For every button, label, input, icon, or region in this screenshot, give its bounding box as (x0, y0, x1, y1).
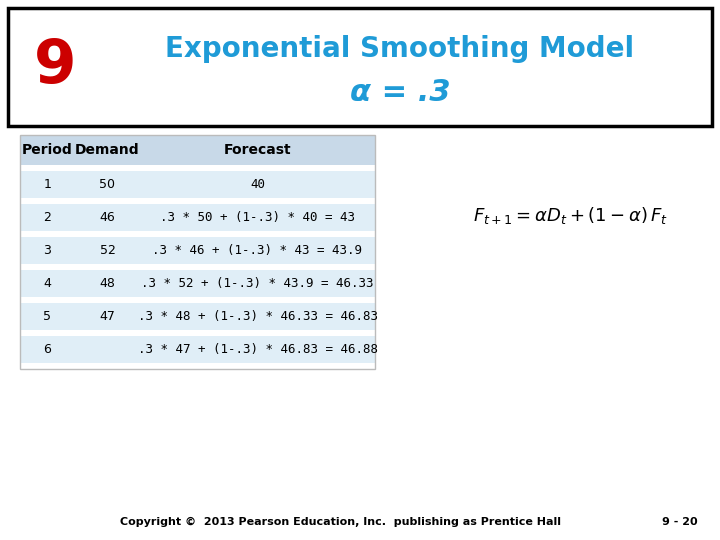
Text: Exponential Smoothing Model: Exponential Smoothing Model (166, 35, 634, 63)
Bar (20, 231, 375, 237)
Text: .3 * 47 + (1-.3) * 46.83 = 46.88: .3 * 47 + (1-.3) * 46.83 = 46.88 (138, 343, 377, 356)
Text: .3 * 50 + (1-.3) * 40 = 43: .3 * 50 + (1-.3) * 40 = 43 (160, 211, 355, 224)
Text: 9: 9 (34, 37, 76, 97)
Text: .3 * 46 + (1-.3) * 43 = 43.9: .3 * 46 + (1-.3) * 43 = 43.9 (153, 244, 362, 257)
Bar (20, 363, 375, 369)
Bar (20, 336, 375, 363)
Text: Demand: Demand (75, 143, 140, 157)
Text: Copyright ©  2013 Pearson Education, Inc.  publishing as Prentice Hall: Copyright © 2013 Pearson Education, Inc.… (120, 517, 560, 527)
Text: 50: 50 (99, 178, 115, 191)
Bar (20, 264, 375, 270)
Bar (20, 204, 375, 231)
Text: 47: 47 (99, 310, 115, 323)
Bar (20, 165, 375, 171)
Text: 4: 4 (44, 277, 51, 290)
Bar (20, 135, 375, 369)
Text: .3 * 48 + (1-.3) * 46.33 = 46.83: .3 * 48 + (1-.3) * 46.33 = 46.83 (138, 310, 377, 323)
Bar (20, 270, 375, 297)
Bar (20, 297, 375, 303)
Text: .3 * 52 + (1-.3) * 43.9 = 46.33: .3 * 52 + (1-.3) * 43.9 = 46.33 (141, 277, 374, 290)
Bar (20, 171, 375, 198)
Text: Period: Period (22, 143, 73, 157)
Text: 6: 6 (44, 343, 51, 356)
Text: 48: 48 (99, 277, 115, 290)
Text: 40: 40 (250, 178, 265, 191)
Bar (20, 330, 375, 336)
Text: 52: 52 (99, 244, 115, 257)
Text: 5: 5 (43, 310, 52, 323)
Bar (20, 198, 375, 204)
Text: 3: 3 (44, 244, 51, 257)
Text: 2: 2 (44, 211, 51, 224)
Text: 1: 1 (44, 178, 51, 191)
Text: $F_{t+1} = \alpha D_t + (1 - \alpha)\, F_t$: $F_{t+1} = \alpha D_t + (1 - \alpha)\, F… (472, 205, 667, 226)
Text: α = .3: α = .3 (350, 78, 450, 107)
Text: Forecast: Forecast (224, 143, 292, 157)
Bar (20, 135, 375, 165)
Text: 9 - 20: 9 - 20 (662, 517, 698, 527)
Bar (20, 303, 375, 330)
Text: 46: 46 (99, 211, 115, 224)
Bar (8, 8, 712, 126)
Bar (20, 237, 375, 264)
